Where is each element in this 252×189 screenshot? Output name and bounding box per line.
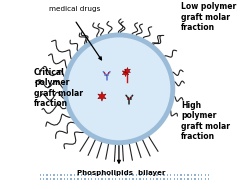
FancyBboxPatch shape [130,96,132,97]
Text: medical drugs: medical drugs [49,6,100,12]
Polygon shape [124,67,130,74]
Polygon shape [122,69,128,77]
Text: Critical
polymer
graft molar
fraction: Critical polymer graft molar fraction [34,68,83,108]
FancyBboxPatch shape [104,72,105,74]
FancyBboxPatch shape [106,75,107,76]
Text: High
polymer
graft molar
fraction: High polymer graft molar fraction [181,101,229,141]
Circle shape [65,35,172,143]
Polygon shape [98,92,106,101]
FancyBboxPatch shape [126,96,127,97]
FancyBboxPatch shape [128,98,130,100]
Text: Phospholipids  bilayer: Phospholipids bilayer [76,170,164,176]
FancyBboxPatch shape [108,72,109,74]
Text: Low polymer
graft molar
fraction: Low polymer graft molar fraction [181,2,236,32]
